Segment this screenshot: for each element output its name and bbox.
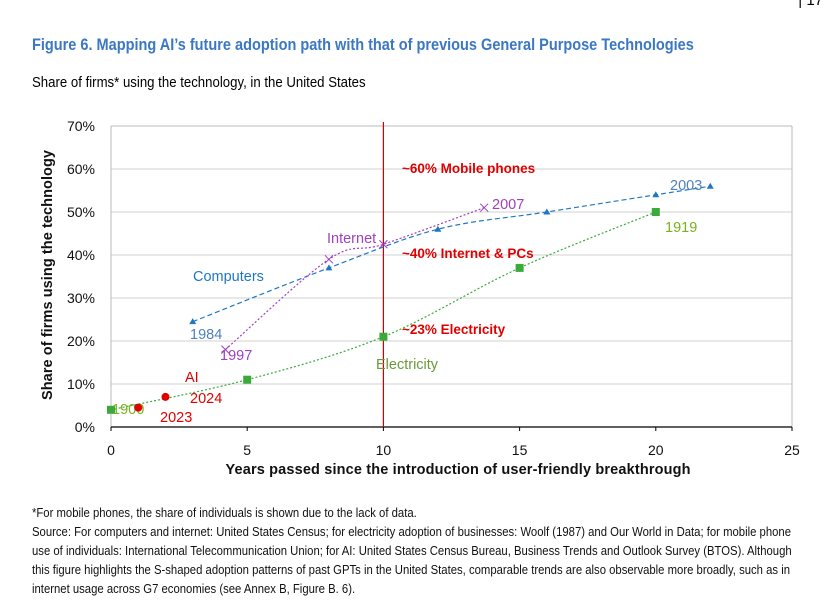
internet-point <box>221 345 230 354</box>
x-tick-label: 5 <box>243 442 251 458</box>
x-tick-label: 15 <box>512 442 528 458</box>
ai-start-year: 2023 <box>160 410 192 426</box>
x-tick-label: 0 <box>107 442 115 458</box>
internet-end-year: 2007 <box>492 197 524 213</box>
computers-point <box>434 225 442 232</box>
computers-end-year: 2003 <box>670 178 702 194</box>
computers-start-year: 1984 <box>190 327 222 343</box>
adoption-chart: 0% 10% 20% 30% 40% 50% 60% 70% 0 5 10 15 20 25 Years p… <box>40 118 800 478</box>
page-number: | 17 <box>798 0 823 9</box>
computers-point <box>652 191 660 198</box>
internet-point <box>479 203 489 213</box>
figure-notes: *For mobile phones, the share of individ… <box>32 503 798 598</box>
internet-start-year: 1997 <box>220 348 252 364</box>
y-tick-label: 0% <box>75 419 95 435</box>
internet-point <box>324 254 334 264</box>
internet-point <box>379 239 388 249</box>
y-tick-label: 40% <box>67 247 95 263</box>
computers-series-label: Computers <box>193 269 264 285</box>
electricity-point <box>243 375 252 384</box>
ai-end-year: 2024 <box>190 391 222 407</box>
internet-series-label: Internet <box>327 231 376 247</box>
electricity-series-label: Electricity <box>376 357 439 373</box>
electricity-point <box>107 405 115 414</box>
annotation-label: ~23% Electricity <box>402 322 506 337</box>
electricity-point <box>379 332 388 341</box>
computers-point <box>325 264 333 271</box>
electricity-end-year: 1919 <box>665 220 697 236</box>
ai-series-label: AI <box>185 370 199 386</box>
y-tick-label: 20% <box>67 333 95 349</box>
ai-point <box>134 403 143 412</box>
y-axis-label: Share of firms using the technology <box>40 150 56 400</box>
x-axis-label: Years passed since the introduction of u… <box>226 462 691 478</box>
computers-point <box>543 208 551 215</box>
annotation-label: ~60% Mobile phones <box>402 161 535 176</box>
annotation-label: ~40% Internet & PCs <box>402 246 534 261</box>
footnote: *For mobile phones, the share of individ… <box>32 505 417 520</box>
ai-point <box>161 392 170 401</box>
electricity-point <box>651 208 660 216</box>
source-note: Source: For computers and internet: Unit… <box>32 524 792 596</box>
y-tick-label: 10% <box>67 376 95 392</box>
figure-subtitle: Share of firms* using the technology, in… <box>32 74 366 91</box>
x-tick-label: 20 <box>648 442 664 458</box>
y-tick-label: 30% <box>67 290 95 306</box>
y-tick-label: 60% <box>67 161 95 177</box>
computers-point <box>189 318 197 325</box>
x-tick-label: 10 <box>376 442 392 458</box>
electricity-line <box>110 211 657 411</box>
y-tick-label: 50% <box>67 204 95 220</box>
computers-point <box>706 182 714 189</box>
x-tick-label: 25 <box>784 442 800 458</box>
y-tick-label: 70% <box>67 118 95 134</box>
electricity-point <box>515 263 524 272</box>
figure-title: Figure 6. Mapping AI’s future adoption p… <box>32 36 694 54</box>
internet-line <box>225 207 485 351</box>
